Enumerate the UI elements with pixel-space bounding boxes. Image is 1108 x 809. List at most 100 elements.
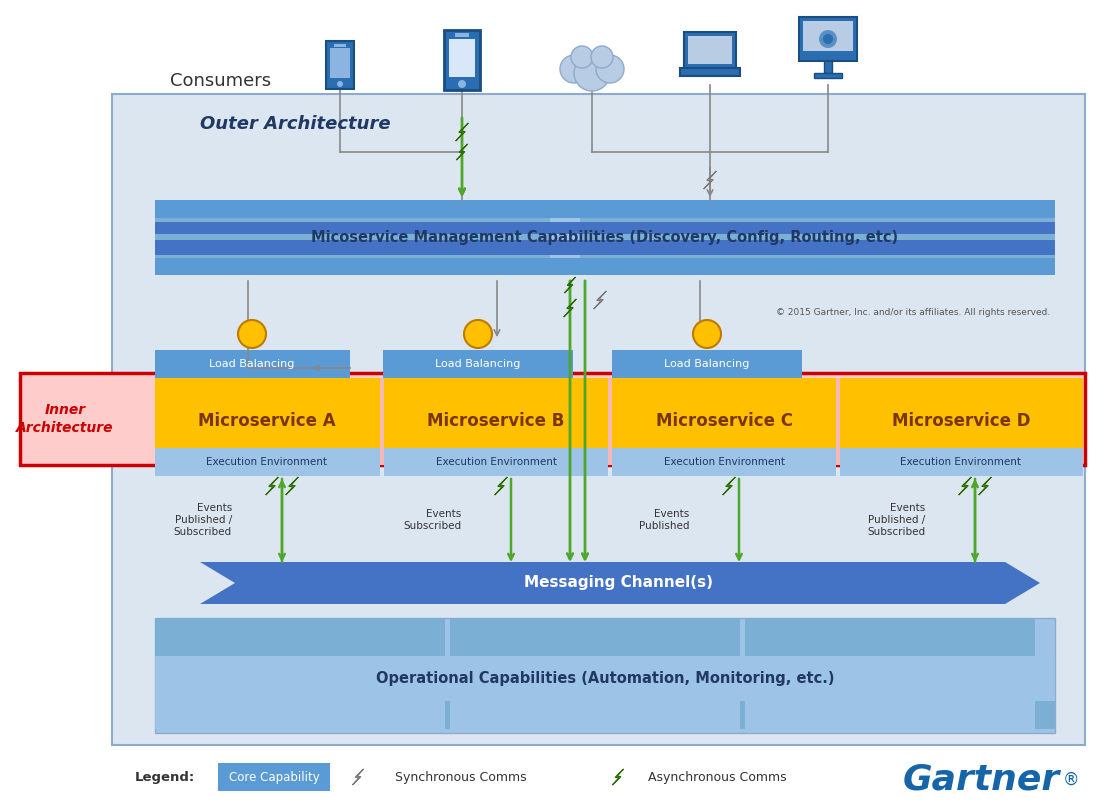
- Polygon shape: [958, 477, 972, 495]
- Bar: [155, 618, 445, 656]
- Polygon shape: [266, 477, 278, 495]
- Bar: [684, 32, 736, 68]
- Bar: [745, 701, 1035, 729]
- Circle shape: [464, 320, 492, 348]
- Text: Micoservice Management Capabilities (Discovery, Config, Routing, etc): Micoservice Management Capabilities (Dis…: [311, 230, 899, 244]
- Text: Operational Capabilities (Automation, Monitoring, etc.): Operational Capabilities (Automation, Mo…: [376, 671, 834, 685]
- Polygon shape: [613, 769, 624, 785]
- Bar: [380, 378, 387, 465]
- Bar: [799, 17, 856, 61]
- Bar: [383, 350, 573, 378]
- Bar: [155, 200, 1055, 218]
- Bar: [688, 36, 732, 64]
- Text: Execution Environment: Execution Environment: [206, 457, 328, 467]
- Bar: [155, 222, 1055, 234]
- Text: Inner
Architecture: Inner Architecture: [17, 404, 114, 434]
- Polygon shape: [978, 477, 992, 495]
- Bar: [745, 618, 1035, 656]
- Text: Synchronous Comms: Synchronous Comms: [394, 770, 526, 783]
- Bar: [155, 701, 445, 729]
- Text: Events
Subscribed: Events Subscribed: [403, 509, 461, 532]
- Bar: [155, 448, 380, 476]
- Bar: [384, 448, 608, 476]
- Circle shape: [238, 320, 266, 348]
- Circle shape: [818, 29, 838, 49]
- Bar: [155, 378, 380, 465]
- Text: Events
Published /
Subscribed: Events Published / Subscribed: [866, 502, 925, 537]
- Circle shape: [574, 55, 611, 91]
- Circle shape: [596, 55, 624, 83]
- Text: Execution Environment: Execution Environment: [435, 457, 556, 467]
- Text: © 2015 Gartner, Inc. and/or its affiliates. All rights reserved.: © 2015 Gartner, Inc. and/or its affiliat…: [776, 308, 1050, 317]
- Bar: [334, 44, 346, 47]
- Bar: [612, 378, 837, 465]
- Bar: [20, 373, 1085, 465]
- Text: Microservice B: Microservice B: [428, 412, 565, 430]
- Bar: [155, 200, 550, 275]
- Circle shape: [560, 55, 588, 83]
- Text: Microservice C: Microservice C: [656, 412, 792, 430]
- Polygon shape: [564, 299, 576, 317]
- Bar: [680, 68, 740, 76]
- Bar: [330, 48, 350, 78]
- Bar: [155, 200, 1055, 255]
- Polygon shape: [455, 123, 469, 141]
- Bar: [579, 200, 1055, 255]
- Bar: [840, 448, 1083, 476]
- Bar: [112, 94, 1085, 745]
- Bar: [450, 618, 740, 656]
- Text: Execution Environment: Execution Environment: [664, 457, 784, 467]
- Bar: [612, 448, 837, 476]
- Text: Gartner: Gartner: [903, 763, 1060, 797]
- Polygon shape: [286, 477, 298, 495]
- Circle shape: [337, 81, 343, 87]
- Bar: [155, 701, 1055, 729]
- Bar: [449, 39, 475, 77]
- Bar: [155, 618, 1055, 733]
- Bar: [840, 378, 1083, 465]
- Bar: [155, 200, 550, 255]
- Bar: [155, 656, 1055, 701]
- Bar: [814, 73, 842, 78]
- Polygon shape: [594, 291, 606, 309]
- Circle shape: [823, 34, 833, 44]
- Bar: [155, 200, 1055, 215]
- Bar: [608, 378, 615, 465]
- Text: Load Balancing: Load Balancing: [209, 359, 295, 369]
- Circle shape: [571, 46, 593, 68]
- Bar: [803, 21, 853, 51]
- Bar: [218, 763, 330, 791]
- Text: Events
Published /
Subscribed: Events Published / Subscribed: [174, 502, 232, 537]
- Bar: [450, 701, 740, 729]
- Text: Outer Architecture: Outer Architecture: [201, 115, 391, 133]
- Bar: [837, 378, 843, 465]
- Polygon shape: [704, 171, 716, 189]
- Bar: [155, 258, 1055, 275]
- Circle shape: [692, 320, 721, 348]
- Bar: [444, 30, 480, 90]
- Bar: [579, 200, 1055, 275]
- Bar: [155, 350, 350, 378]
- Text: Microservice D: Microservice D: [892, 412, 1030, 430]
- Polygon shape: [564, 277, 575, 293]
- Polygon shape: [352, 769, 363, 785]
- Bar: [326, 41, 353, 89]
- Circle shape: [458, 80, 466, 88]
- Polygon shape: [494, 477, 507, 495]
- Bar: [824, 61, 832, 73]
- Circle shape: [591, 46, 613, 68]
- Text: Messaging Channel(s): Messaging Channel(s): [524, 575, 714, 591]
- Text: Load Balancing: Load Balancing: [435, 359, 521, 369]
- Text: ®: ®: [1063, 771, 1079, 789]
- Bar: [155, 200, 1055, 275]
- Text: Execution Environment: Execution Environment: [901, 457, 1022, 467]
- Polygon shape: [201, 562, 1040, 604]
- Text: Asynchronous Comms: Asynchronous Comms: [648, 770, 787, 783]
- Polygon shape: [722, 477, 736, 495]
- Text: Load Balancing: Load Balancing: [665, 359, 750, 369]
- Text: Legend:: Legend:: [135, 770, 195, 783]
- Text: Consumers: Consumers: [170, 72, 271, 90]
- Bar: [155, 240, 1055, 255]
- Bar: [384, 378, 608, 465]
- Bar: [455, 33, 469, 37]
